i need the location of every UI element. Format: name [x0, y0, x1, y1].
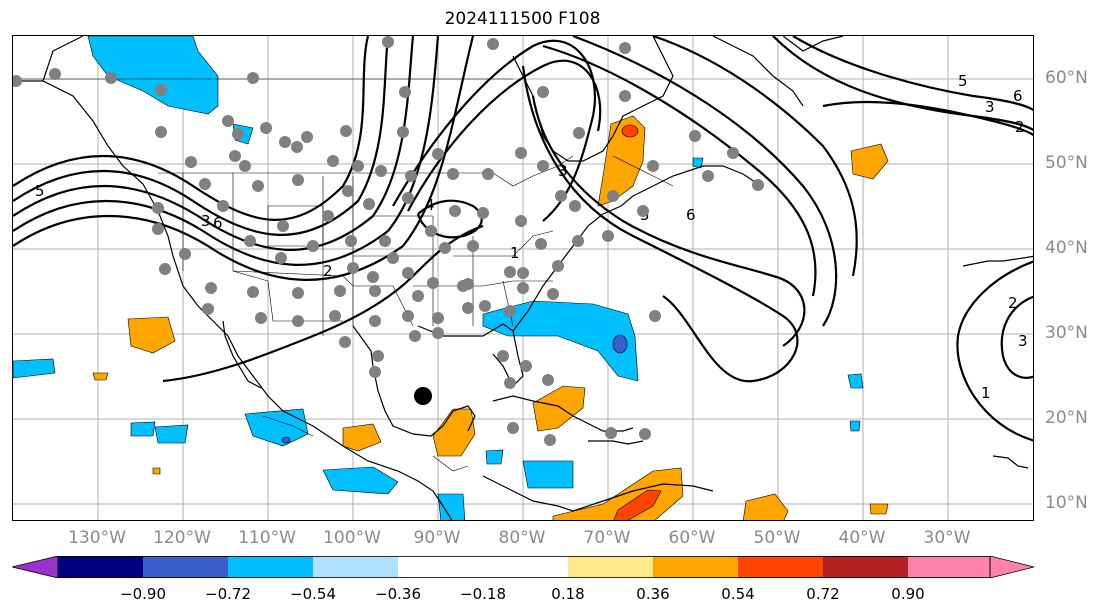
colorbar-tick: 0.36 [636, 585, 670, 603]
map-panel: 5 4 3 2 1 6 5 5 6 3 2 2 3 1 3 6 [12, 35, 1034, 521]
orange-area-cuba [532, 385, 586, 432]
contour-label: 1 [981, 384, 991, 402]
negative-anomaly-areas [13, 36, 864, 520]
colorbar-tick: 0.90 [891, 585, 925, 603]
orange-area-newfoundland [597, 115, 646, 207]
contour-label: 2 [323, 262, 333, 280]
colorbar-segment [908, 556, 990, 578]
red-area-caribbean-south [613, 489, 662, 520]
longitude-label: 120°W [153, 528, 211, 548]
colorbar-tick: 0.72 [806, 585, 840, 603]
blue-area-gulf-coast [482, 300, 639, 382]
orange-area-small [152, 467, 161, 475]
contour-label: 6 [686, 206, 696, 224]
colorbar-tick: −0.18 [460, 585, 506, 603]
colorbar-tick: 0.54 [721, 585, 755, 603]
colorbar-tick: 0.18 [551, 585, 585, 603]
colorbar-segment [228, 556, 313, 578]
longitude-label: 30°W [923, 528, 971, 548]
colorbar-segment [58, 556, 143, 578]
colorbar [12, 556, 1035, 578]
contour-label: 2 [1008, 294, 1018, 312]
contour-labels: 5 4 3 2 1 6 5 5 6 3 2 2 3 1 3 6 [35, 72, 1028, 402]
orange-area-pacific-baja [127, 316, 176, 354]
contour-label: 6 [213, 214, 223, 232]
blue-area-atlantic-1 [847, 373, 864, 389]
latitude-label: 20°N [1045, 408, 1088, 428]
longitude-label: 80°W [498, 528, 546, 548]
contour-label: 3 [201, 212, 211, 230]
blue-area-labrador [692, 157, 704, 169]
longitude-label: 60°W [668, 528, 716, 548]
longitude-label: 100°W [323, 528, 381, 548]
latitude-label: 10°N [1045, 493, 1088, 513]
storm-center-marker [414, 387, 432, 405]
contour-label: 2 [1015, 118, 1025, 136]
blue-area-pacific-2 [130, 421, 156, 437]
colorbar-tick: −0.36 [375, 585, 421, 603]
contour-label: 3 [1018, 332, 1028, 350]
longitude-label: 50°W [753, 528, 801, 548]
colorbar-segment [483, 556, 568, 578]
colorbar-tick: −0.54 [290, 585, 336, 603]
blue-area-pacific-3 [154, 424, 189, 444]
orange-area-atlantic-3 [869, 503, 889, 515]
colorbar-segment [738, 556, 823, 578]
contour-label: 3 [985, 98, 995, 116]
colorbar-segment [313, 556, 398, 578]
colorbar-segment [653, 556, 738, 578]
orange-area-atlantic-1 [850, 143, 889, 180]
blue-area-atlantic-2 [849, 420, 861, 432]
colorbar-tick: −0.90 [120, 585, 166, 603]
latitude-label: 60°N [1045, 68, 1088, 88]
orange-area-atlantic-2 [742, 493, 789, 520]
latitude-label: 40°N [1045, 238, 1088, 258]
blue-area-mexico [244, 408, 309, 447]
orange-area-pacific-small [92, 372, 109, 381]
colorbar-tick: −0.72 [205, 585, 251, 603]
red-area-newfoundland [621, 124, 639, 138]
longitude-label: 40°W [838, 528, 886, 548]
latitude-label: 50°N [1045, 153, 1088, 173]
blue-area-panama [437, 493, 466, 520]
colorbar-segment [568, 556, 653, 578]
map-title: 2024111500 F108 [444, 9, 601, 29]
longitude-label: 110°W [238, 528, 296, 548]
orange-area-gulf [342, 423, 382, 452]
station-dots [13, 36, 764, 446]
map-canvas: 5 4 3 2 1 6 5 5 6 3 2 2 3 1 3 6 [13, 36, 1033, 520]
contour-label: 6 [1013, 87, 1023, 105]
contour-label: 1 [510, 244, 520, 262]
longitude-label: 130°W [68, 528, 126, 548]
positive-anomaly-areas [92, 115, 889, 520]
blue-area-canada [87, 36, 219, 115]
longitude-label: 70°W [583, 528, 631, 548]
contour-label: 3 [558, 162, 568, 180]
blue-area-caribbean [522, 460, 574, 489]
blue-area-florida-dark [612, 334, 628, 354]
contour-label: 4 [425, 196, 435, 214]
blue-area-central-america [322, 466, 399, 495]
colorbar-segment [398, 556, 483, 578]
orange-area-yucatan [432, 408, 476, 457]
blue-area-mexico-dark [281, 436, 291, 444]
latitude-label: 30°N [1045, 323, 1088, 343]
blue-area-central-america-2 [485, 449, 504, 465]
contour-label: 5 [958, 72, 968, 90]
colorbar-segment [989, 556, 1035, 578]
blue-area-pacific-1 [13, 358, 56, 379]
longitude-label: 90°W [413, 528, 461, 548]
colorbar-segment [823, 556, 908, 578]
colorbar-segment [12, 556, 59, 578]
contour-label: 5 [35, 182, 45, 200]
colorbar-segment [143, 556, 228, 578]
